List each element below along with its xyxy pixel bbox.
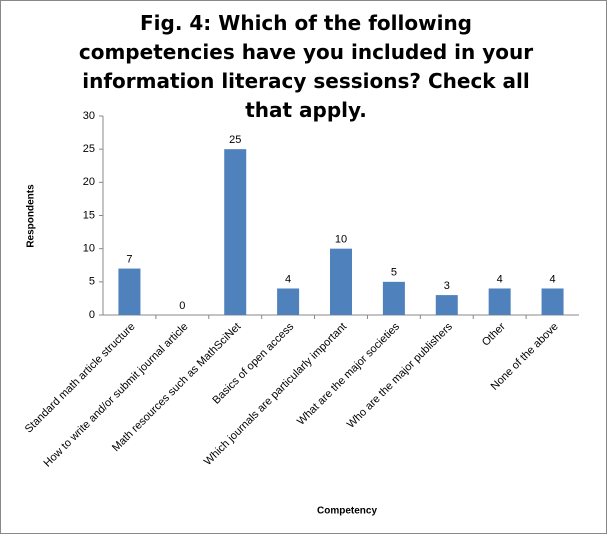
data-label: 5 xyxy=(391,267,397,279)
data-label: 10 xyxy=(335,234,347,246)
y-tick-label: 0 xyxy=(89,309,95,321)
data-label: 4 xyxy=(549,273,555,285)
bar xyxy=(277,288,300,315)
x-axis-label: Competency xyxy=(317,506,377,517)
data-label: 4 xyxy=(285,273,291,285)
x-tick-label: Standard math article structure xyxy=(23,321,138,436)
y-tick-label: 30 xyxy=(83,110,95,122)
bar xyxy=(382,281,405,315)
x-tick-label: What are the major societies xyxy=(295,320,402,427)
bar xyxy=(435,295,458,315)
y-tick-label: 15 xyxy=(83,209,95,221)
bar xyxy=(541,288,564,315)
data-label: 0 xyxy=(179,300,185,312)
data-label: 3 xyxy=(444,280,450,292)
data-label: 7 xyxy=(126,253,132,265)
bar xyxy=(488,288,511,315)
x-tick-label: Other xyxy=(480,320,508,348)
y-tick-label: 20 xyxy=(83,176,95,188)
y-tick-label: 5 xyxy=(89,276,95,288)
data-label: 25 xyxy=(229,134,241,146)
bar xyxy=(224,149,247,315)
y-tick-label: 25 xyxy=(83,143,95,155)
y-tick-label: 10 xyxy=(83,243,95,255)
data-label: 4 xyxy=(497,273,503,285)
bar xyxy=(330,248,352,315)
y-axis-label: Respondents xyxy=(26,184,37,248)
chart-title: Fig. 4: Which of the following competenc… xyxy=(78,11,534,122)
x-tick-label: Who are the major publishers xyxy=(345,320,455,430)
bar xyxy=(118,268,141,315)
